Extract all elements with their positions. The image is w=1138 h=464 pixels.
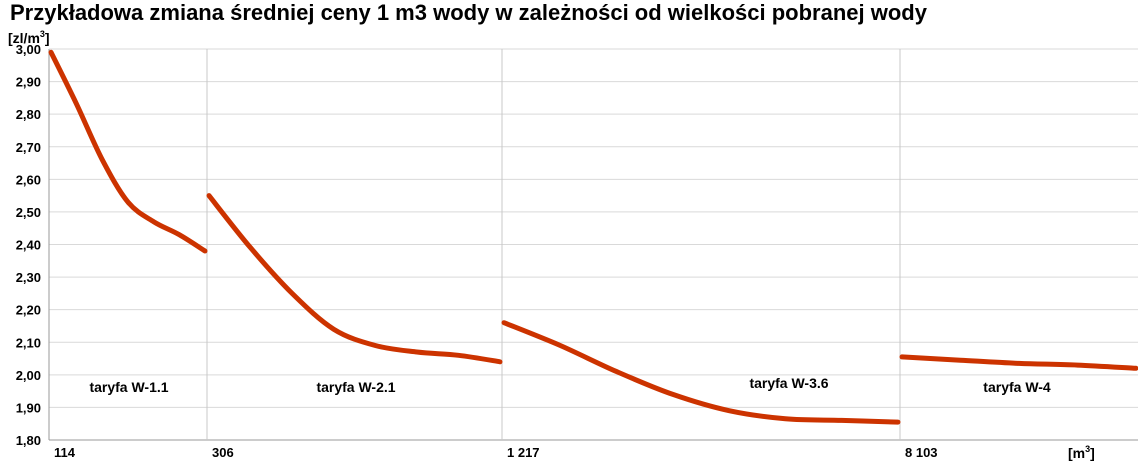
- series-line-2: [206, 193, 503, 365]
- series-line-4: [899, 354, 1138, 371]
- y-tick-label: 2,20: [16, 303, 41, 318]
- tariff-labels: taryfa W-1.1 taryfa W-2.1 taryfa W-3.6 tary…: [89, 375, 1050, 395]
- y-tick-label: 2,50: [16, 205, 41, 220]
- x-tick-label: 306: [212, 445, 234, 460]
- y-axis-ticks: 3,00 2,90 2,80 2,70 2,60 2,50 2,40 2,30 2,20 2,10…: [16, 42, 41, 448]
- tariff-label: taryfa W-2.1: [316, 379, 395, 395]
- x-tick-label: 8 103: [905, 445, 938, 460]
- tariff-separators: [48, 49, 901, 440]
- y-tick-label: 1,90: [16, 400, 41, 415]
- y-axis-unit: [zl/m3]: [8, 29, 50, 46]
- series-line-1: [48, 49, 208, 254]
- series-lines: [48, 49, 1138, 425]
- y-tick-label: 2,70: [16, 140, 41, 155]
- x-tick-label: 114: [54, 445, 76, 460]
- y-tick-label: 1,80: [16, 433, 41, 448]
- y-tick-label: 2,80: [16, 107, 41, 122]
- series-line-3: [501, 320, 901, 425]
- tariff-label: taryfa W-3.6: [749, 375, 828, 391]
- y-tick-label: 2,30: [16, 270, 41, 285]
- gridlines: [49, 48, 1138, 441]
- x-axis-unit: [m3]: [1068, 444, 1095, 461]
- x-tick-label: 1 217: [507, 445, 540, 460]
- y-tick-label: 2,10: [16, 335, 41, 350]
- tariff-label: taryfa W-1.1: [89, 379, 168, 395]
- chart-title: Przykładowa zmiana średniej ceny 1 m3 wo…: [10, 0, 928, 25]
- y-tick-label: 2,40: [16, 238, 41, 253]
- y-tick-label: 2,60: [16, 172, 41, 187]
- y-tick-label: 2,00: [16, 368, 41, 383]
- tariff-label: taryfa W-4: [983, 379, 1051, 395]
- x-axis-ticks: 114 306 1 217 8 103: [54, 445, 938, 460]
- y-tick-label: 2,90: [16, 75, 41, 90]
- y-tick-label: 3,00: [16, 42, 41, 57]
